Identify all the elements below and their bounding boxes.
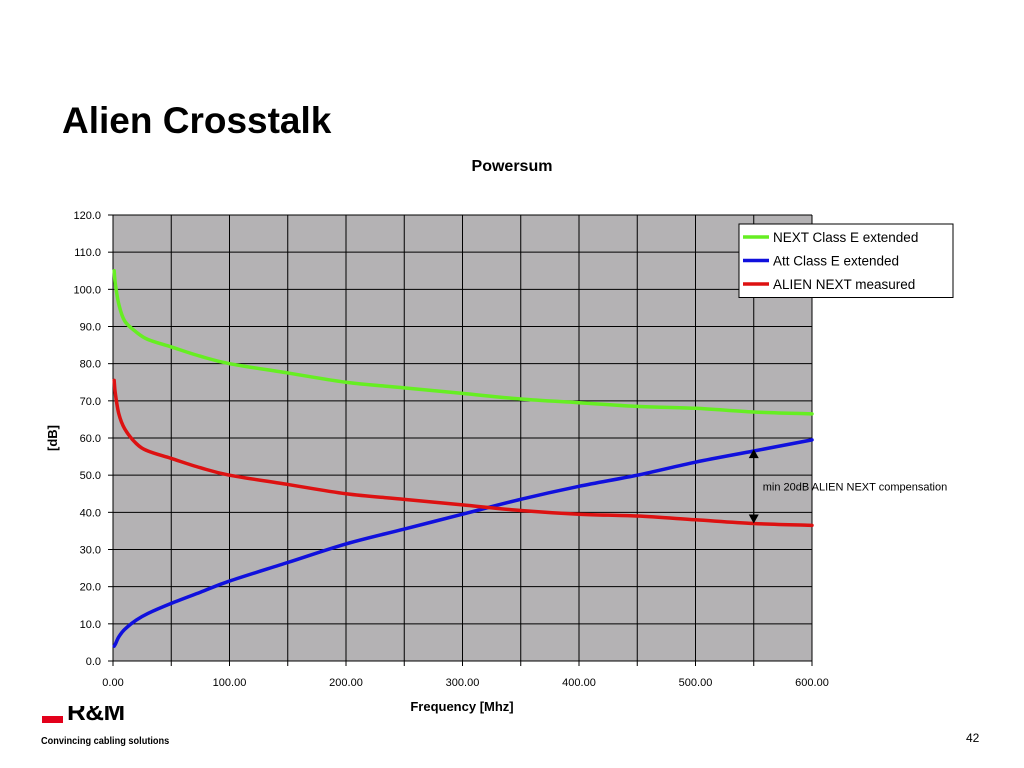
legend-box: [738, 223, 954, 298]
y-tick-label: 110.0: [74, 247, 101, 259]
page-number: 42: [966, 731, 980, 745]
x-tick-label: 200.00: [329, 677, 363, 689]
series-lines: [112, 269, 814, 648]
logo-bar: [42, 716, 63, 723]
company-logo: R&M: [42, 706, 192, 728]
axes: [108, 214, 813, 666]
y-tick-label: 50.0: [80, 470, 101, 482]
x-tick-label: 400.00: [562, 677, 596, 689]
y-tick-label: 40.0: [80, 507, 101, 519]
y-tick-label: 80.0: [80, 359, 101, 371]
annotation: min 20dB ALIEN NEXT compensation: [748, 449, 947, 524]
legend-label: ALIEN NEXT measured: [773, 277, 915, 292]
x-tick-label: 600.00: [795, 677, 829, 689]
legend-label: Att Class E extended: [773, 254, 899, 269]
x-axis-label: Frequency [Mhz]: [410, 699, 513, 714]
company-tagline: Convincing cabling solutions: [41, 736, 170, 747]
slide-title: Alien Crosstalk: [62, 100, 332, 141]
y-tick-label: 30.0: [80, 545, 101, 557]
annotation-label: min 20dB ALIEN NEXT compensation: [763, 481, 947, 493]
tick-labels: 0.0 10.0 20.0 30.0 40.0 50.0 60.0 70.0 80.0 90.0 1…: [73, 210, 828, 689]
series-line-next-class-e-extended: [112, 269, 814, 416]
y-tick-label: 120.0: [73, 210, 101, 222]
x-tick-label: 300.00: [446, 677, 480, 689]
y-tick-label: 100.0: [73, 284, 101, 296]
annotation-arrow-head-up: [748, 449, 759, 459]
y-tick-label: 0.0: [86, 656, 101, 668]
grid-lines: [112, 214, 813, 662]
annotation-arrow-head-down: [748, 514, 759, 524]
legend: NEXT Class E extended Att Class E extende…: [738, 223, 954, 298]
x-tick-label: 500.00: [679, 677, 713, 689]
chart-title: Powersum: [472, 158, 553, 175]
y-tick-label: 90.0: [80, 322, 101, 334]
y-tick-label: 70.0: [80, 396, 101, 408]
series-line-alien-next-measured: [112, 378, 814, 528]
x-tick-label: 0.00: [102, 677, 123, 689]
legend-label: NEXT Class E extended: [773, 230, 918, 245]
y-tick-label: 20.0: [80, 582, 101, 594]
y-tick-label: 60.0: [80, 433, 101, 445]
y-tick-label: 10.0: [80, 619, 101, 631]
logo-text: R&M: [67, 706, 125, 726]
series-line-att-class-e-extended: [112, 438, 814, 648]
x-tick-label: 100.00: [213, 677, 247, 689]
y-axis-label: [dB]: [45, 425, 60, 451]
